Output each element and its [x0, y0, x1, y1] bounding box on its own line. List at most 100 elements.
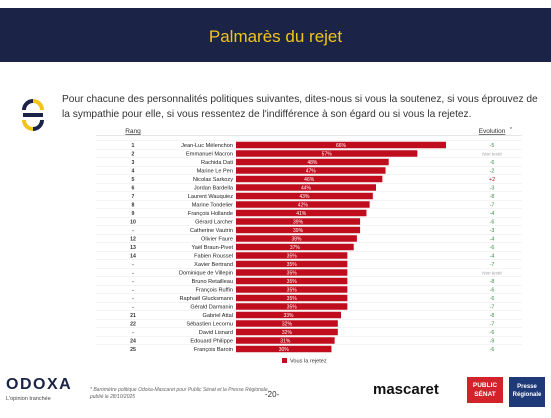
evolution-value: -6 [490, 220, 495, 226]
evolution-value: -6 [490, 160, 495, 166]
rank-column-header: Rang [125, 128, 141, 135]
rejection-bar [236, 294, 348, 302]
bar-value-label: 43% [299, 194, 310, 200]
public-senat-logo: PUBLIC SÉNAT [467, 377, 503, 403]
evolution-value: -7 [490, 203, 495, 209]
chart-row: 24 Edouard Philippe 31% -9 [96, 336, 522, 345]
rank-label: 2 [132, 152, 135, 158]
evolution-value: Non testé [482, 271, 502, 276]
bar-value-label: 33% [283, 313, 294, 319]
chart-row: 3 Rachida Dati 48% -6 [96, 157, 522, 166]
rank-label: 13 [130, 245, 136, 251]
rejection-bar [236, 243, 354, 251]
chart-row: 25 François Baroin 30% -6 [96, 344, 522, 353]
rank-label: 22 [130, 322, 136, 328]
chart-row: 8 Marine Tondelier 42% -7 [96, 200, 522, 209]
politician-name: David Lisnard [199, 330, 233, 336]
rejection-bar [236, 286, 348, 293]
rank-label: 10 [130, 220, 136, 226]
mascaret-logo: mascaret [373, 381, 439, 398]
evolution-value: -6 [490, 288, 495, 294]
evolution-value: -2 [490, 169, 495, 175]
bar-value-label: 32% [282, 321, 293, 327]
rejection-bar [236, 269, 348, 276]
rank-label: 14 [130, 254, 136, 260]
bar-value-label: 35% [287, 262, 298, 268]
chart-row: 1 Jean-Luc Mélenchon 66% -5 [96, 140, 522, 149]
politician-name: Gabriel Attal [203, 313, 233, 319]
rank-label: 8 [132, 203, 135, 209]
politician-name: Nicolas Sarkozy [193, 177, 233, 183]
chart-row: - Dominique de Villepin 35% Non testé [96, 268, 522, 277]
chart-row: 12 Olivier Faure 38% -4 [96, 234, 522, 243]
politician-name: Dominique de Villepin [179, 271, 233, 277]
chart-row: 9 François Hollande 41% -4 [96, 208, 522, 217]
rank-label: 24 [130, 339, 136, 345]
bar-value-label: 32% [282, 330, 293, 336]
odoxa-logo: ODOXA [6, 376, 73, 393]
bar-value-label: 38% [291, 236, 302, 242]
rank-label: 21 [130, 313, 136, 319]
evolution-value: -4 [490, 211, 495, 217]
page-title: Palmarès du rejet [208, 27, 343, 46]
bar-value-label: 35% [287, 287, 298, 293]
evolution-value: -6 [490, 330, 495, 336]
evolution-value: -4 [490, 237, 495, 243]
politician-name: Gérald Darmanin [190, 305, 233, 311]
legend-label: Vous la rejetez [290, 359, 327, 365]
politician-name: Raphaël Glucksmann [180, 296, 233, 302]
rejection-bar [236, 328, 338, 336]
bar-value-label: 42% [298, 202, 309, 208]
rejection-bar [236, 337, 335, 344]
bar-value-label: 35% [287, 304, 298, 310]
politician-name: Emmanuel Macron [186, 152, 233, 158]
rank-label: - [132, 262, 134, 268]
rejection-bar [236, 167, 386, 174]
politician-name: Bruno Retailleau [192, 279, 233, 285]
bar-value-label: 44% [301, 185, 312, 191]
evolution-value: -9 [490, 339, 495, 345]
politician-name: François Ruffin [195, 288, 233, 294]
rank-label: - [132, 330, 134, 336]
chart-row: 4 Marine Le Pen 47% -2 [96, 166, 522, 175]
politician-name: Gérard Larcher [195, 220, 233, 226]
rejection-bar [236, 345, 332, 353]
rank-label: - [132, 228, 134, 234]
rejection-bar [236, 320, 338, 327]
chart-row: 13 Yaël Braun-Pivet 37% -6 [96, 242, 522, 251]
rejection-bar [236, 218, 361, 225]
bar-value-label: 37% [290, 245, 301, 251]
rejection-bar [236, 175, 383, 183]
evolution-value: -7 [490, 322, 495, 328]
evolution-value: -3 [490, 186, 495, 192]
rank-label: 5 [132, 177, 135, 183]
bar-value-label: 66% [336, 143, 347, 149]
politician-name: Jordan Bardella [194, 186, 234, 192]
rank-label: 3 [132, 160, 135, 166]
politician-name: Jean-Luc Mélenchon [181, 143, 233, 149]
politician-name: Yaël Braun-Pivet [191, 245, 233, 251]
politician-name: Fabien Roussel [194, 254, 233, 260]
politician-name: Rachida Dati [201, 160, 233, 166]
chart-row: 14 Fabien Roussel 35% -4 [96, 251, 522, 260]
bar-value-label: 47% [306, 168, 317, 174]
politician-name: François Baroin [194, 347, 233, 353]
presse-regionale-logo: Presse Régionale [509, 377, 545, 407]
rank-label: 7 [132, 194, 135, 200]
politician-name: Marine Le Pen [197, 169, 233, 175]
rejection-bar [236, 311, 341, 319]
odoxa-emblem-icon [22, 99, 44, 131]
page-number: -20- [265, 390, 280, 399]
rejection-bar [236, 235, 357, 242]
rejection-bar [236, 226, 361, 234]
bar-value-label: 35% [287, 270, 298, 276]
evolution-column-header: Evolution [479, 128, 506, 135]
rank-label: - [132, 279, 134, 285]
evolution-value: -4 [490, 254, 495, 260]
politician-name: Olivier Faure [201, 237, 233, 243]
legend-swatch [282, 358, 287, 363]
rejection-bar [236, 150, 418, 157]
politician-name: Laurent Wauquiez [188, 194, 233, 200]
politician-name: François Hollande [188, 211, 233, 217]
politician-name: Sébastien Lecornu [186, 322, 233, 328]
